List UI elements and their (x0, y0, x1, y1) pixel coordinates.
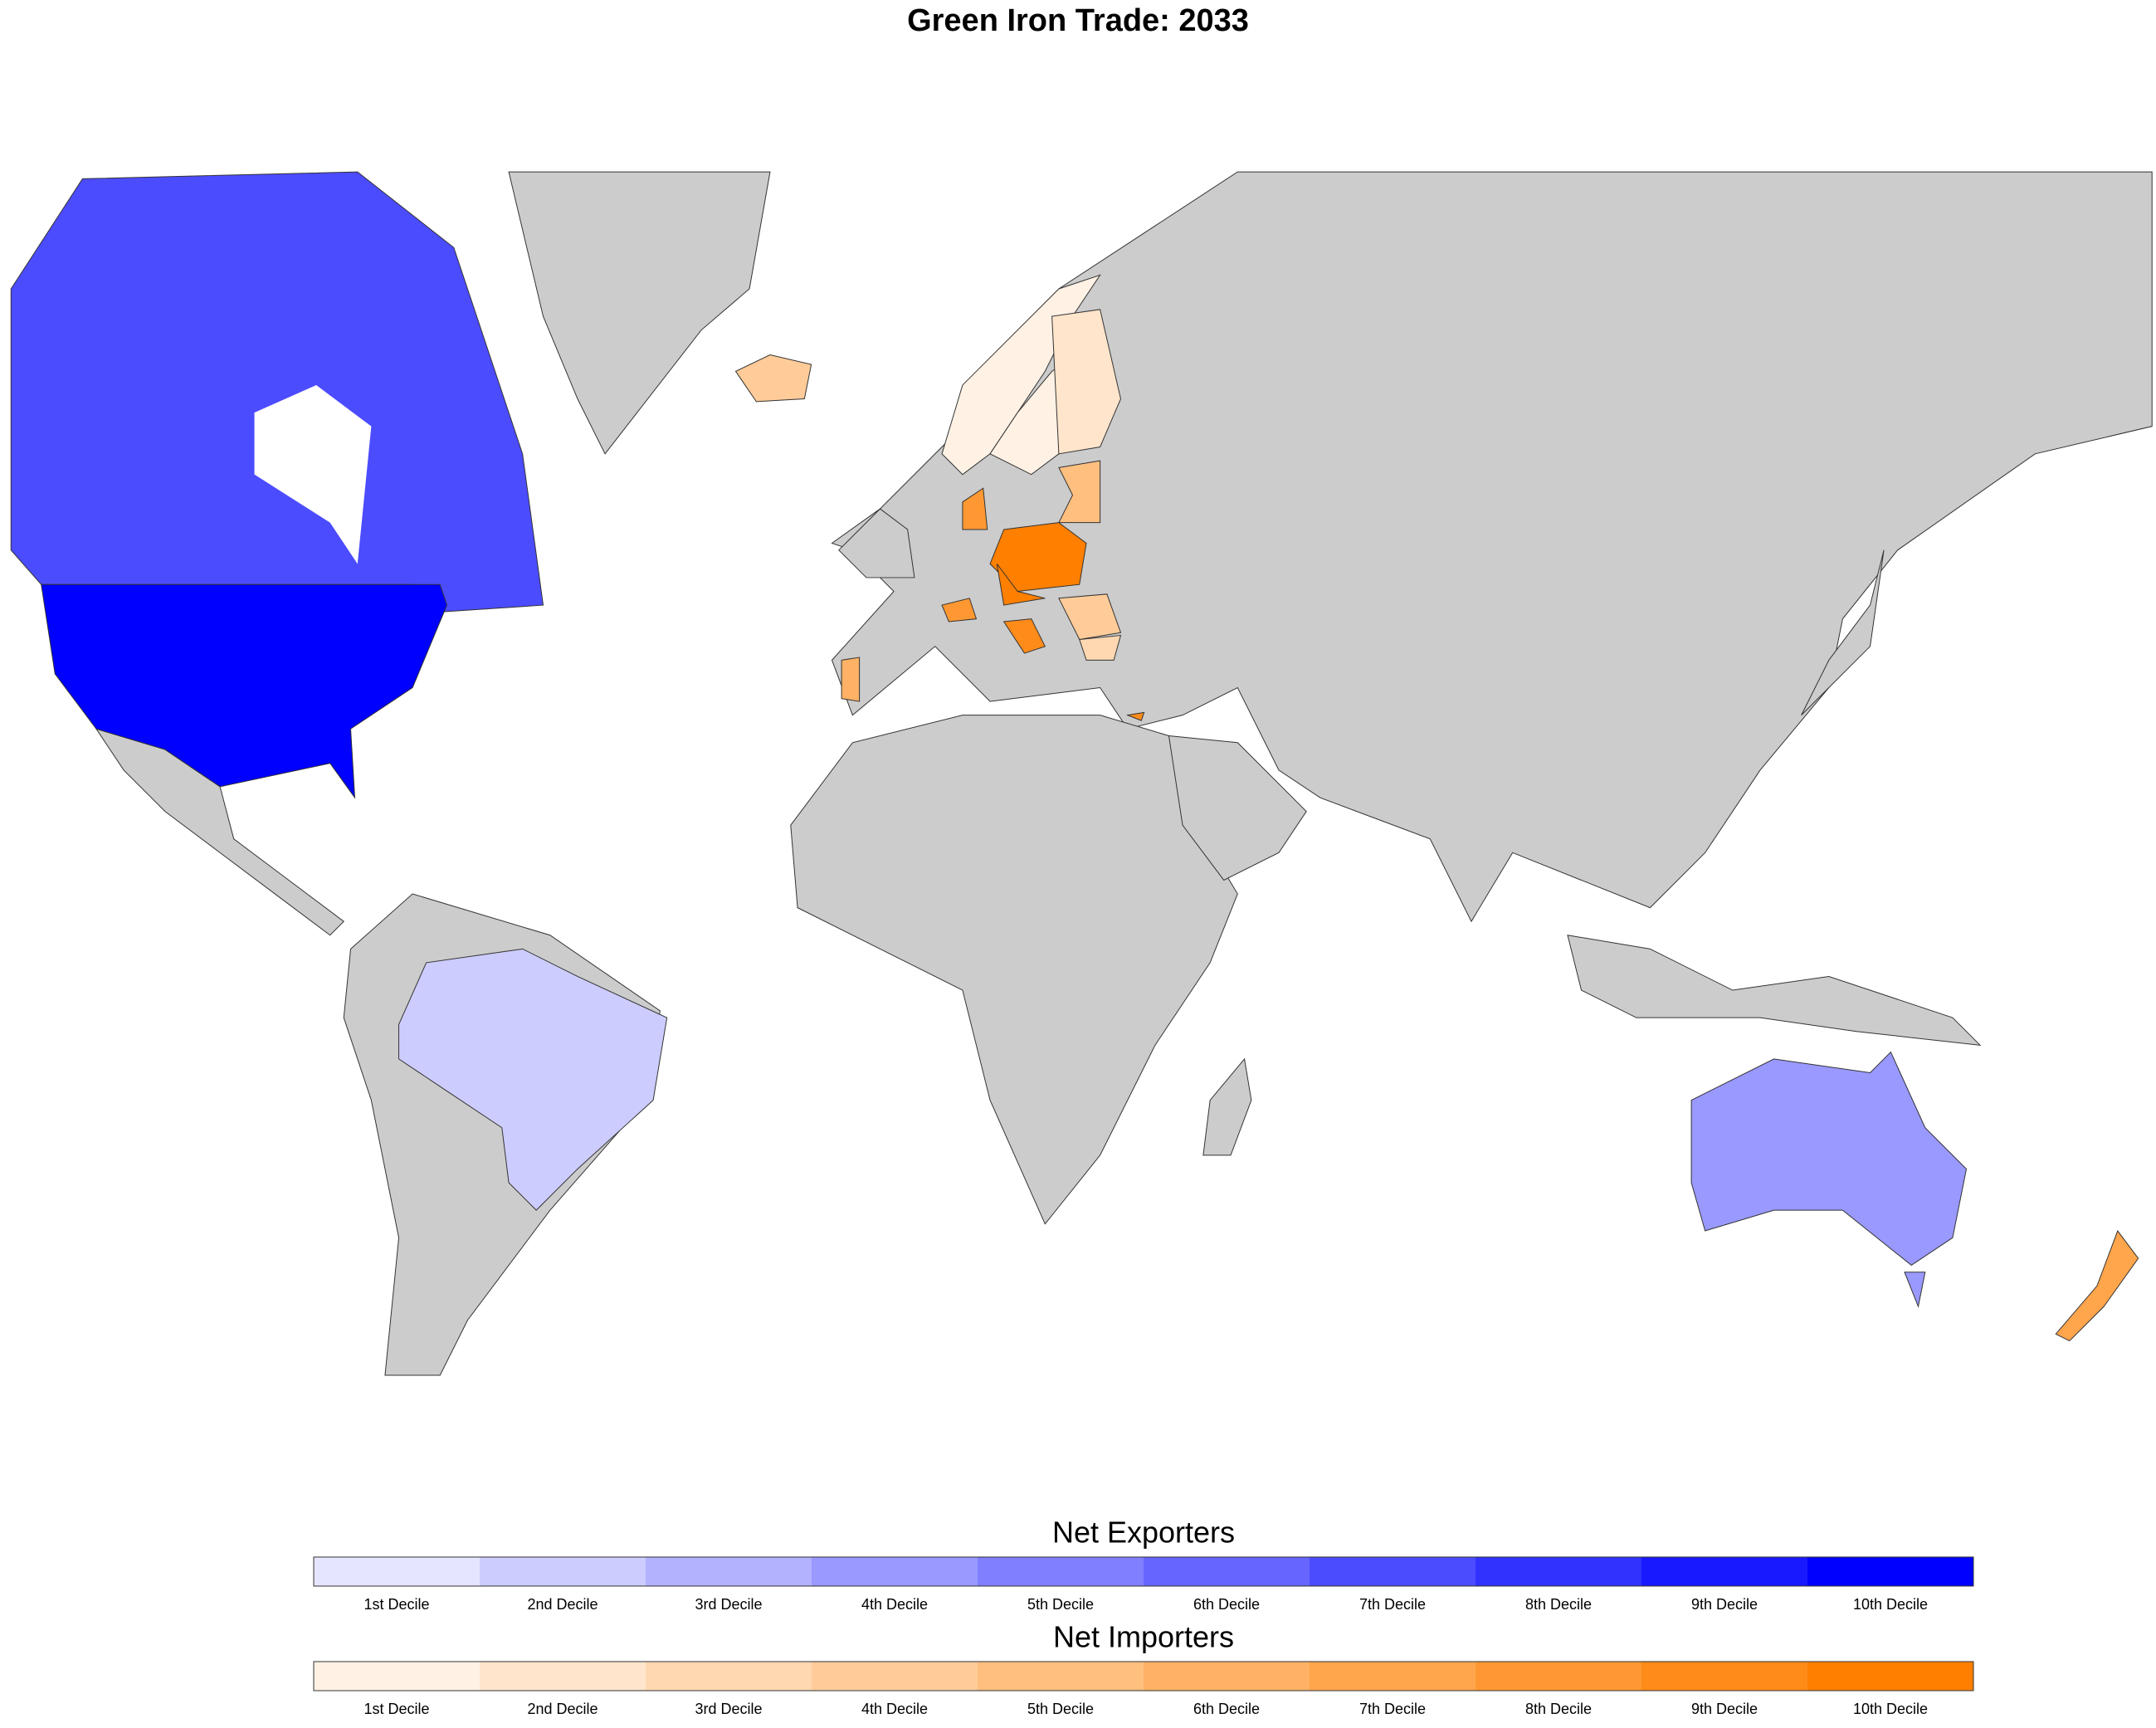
legend-frame (313, 1661, 1974, 1691)
legend-swatch (646, 1662, 812, 1691)
legend-label: 4th Decile (861, 1701, 928, 1717)
legend-label: 3rd Decile (695, 1701, 762, 1717)
region (1058, 593, 1122, 641)
region (10, 171, 544, 613)
legend-title: Net Exporters (1052, 1516, 1235, 1550)
legend-swatch (1144, 1557, 1310, 1586)
legend-swatch (1807, 1662, 1973, 1691)
region (1051, 309, 1121, 455)
legend-label: 8th Decile (1525, 1701, 1592, 1717)
legend-label: 10th Decile (1853, 1701, 1928, 1717)
water (254, 384, 372, 564)
legends: Net Exporters 1st Decile 2nd Decile 3rd Dec… (313, 1516, 1974, 1717)
region (1202, 1057, 1252, 1156)
region (962, 487, 988, 530)
legend-swatch (1144, 1662, 1310, 1691)
legend-swatch (1310, 1557, 1476, 1586)
title: Green Iron Trade: 2033 (907, 3, 1249, 38)
legend-swatch (1310, 1662, 1476, 1691)
legend-label: 5th Decile (1027, 1596, 1094, 1613)
legend-swatch (480, 1662, 646, 1691)
region (508, 171, 771, 455)
legend-swatch (812, 1557, 978, 1586)
legend-swatch (1476, 1557, 1641, 1586)
region (1168, 735, 1307, 881)
legend-label: 9th Decile (1691, 1596, 1758, 1613)
legend-swatch (646, 1557, 812, 1586)
legend-label: 4th Decile (861, 1596, 928, 1613)
region (838, 508, 915, 578)
region (790, 715, 1238, 1225)
legend-label: 2nd Decile (527, 1701, 598, 1717)
legend-swatch (314, 1662, 480, 1691)
legend-label: 3rd Decile (695, 1596, 762, 1613)
region (2055, 1229, 2139, 1342)
region (1058, 460, 1101, 524)
region (841, 657, 861, 702)
legend-label: 2nd Decile (527, 1596, 598, 1613)
region (989, 522, 1087, 593)
legend-swatch (480, 1557, 646, 1586)
region (1125, 711, 1145, 721)
region (41, 583, 448, 799)
region (734, 354, 812, 403)
legend-label: 6th Decile (1193, 1596, 1260, 1613)
legend-frame (313, 1556, 1974, 1587)
legend-label: 7th Decile (1359, 1701, 1426, 1717)
region (398, 948, 668, 1211)
legend-label: 1st Decile (363, 1701, 429, 1717)
legend-label: 5th Decile (1027, 1701, 1094, 1717)
legend-swatch (812, 1662, 978, 1691)
legend-title: Net Importers (1053, 1620, 1234, 1654)
legend-label: 7th Decile (1359, 1596, 1426, 1613)
legend-swatch (978, 1662, 1144, 1691)
legend-label: 8th Decile (1525, 1596, 1592, 1613)
legend-swatch (1641, 1557, 1807, 1586)
region (1002, 618, 1046, 654)
legend-swatch (1807, 1557, 1973, 1586)
legend-label: 10th Decile (1853, 1596, 1928, 1613)
legend-swatch (1476, 1662, 1641, 1691)
region (1079, 634, 1122, 661)
region (1567, 935, 1982, 1046)
region (1904, 1272, 1926, 1308)
world-map (10, 171, 2153, 1376)
region (1801, 549, 1885, 715)
legend-label: 1st Decile (363, 1596, 429, 1613)
legend-swatch (1641, 1662, 1807, 1691)
region (1690, 1051, 1968, 1267)
region (831, 171, 2153, 923)
legend-label: 9th Decile (1691, 1701, 1758, 1717)
legend-swatch (978, 1557, 1144, 1586)
legend-swatch (314, 1557, 480, 1586)
region (941, 598, 978, 622)
legend-label: 6th Decile (1193, 1701, 1260, 1717)
region (996, 564, 1046, 606)
